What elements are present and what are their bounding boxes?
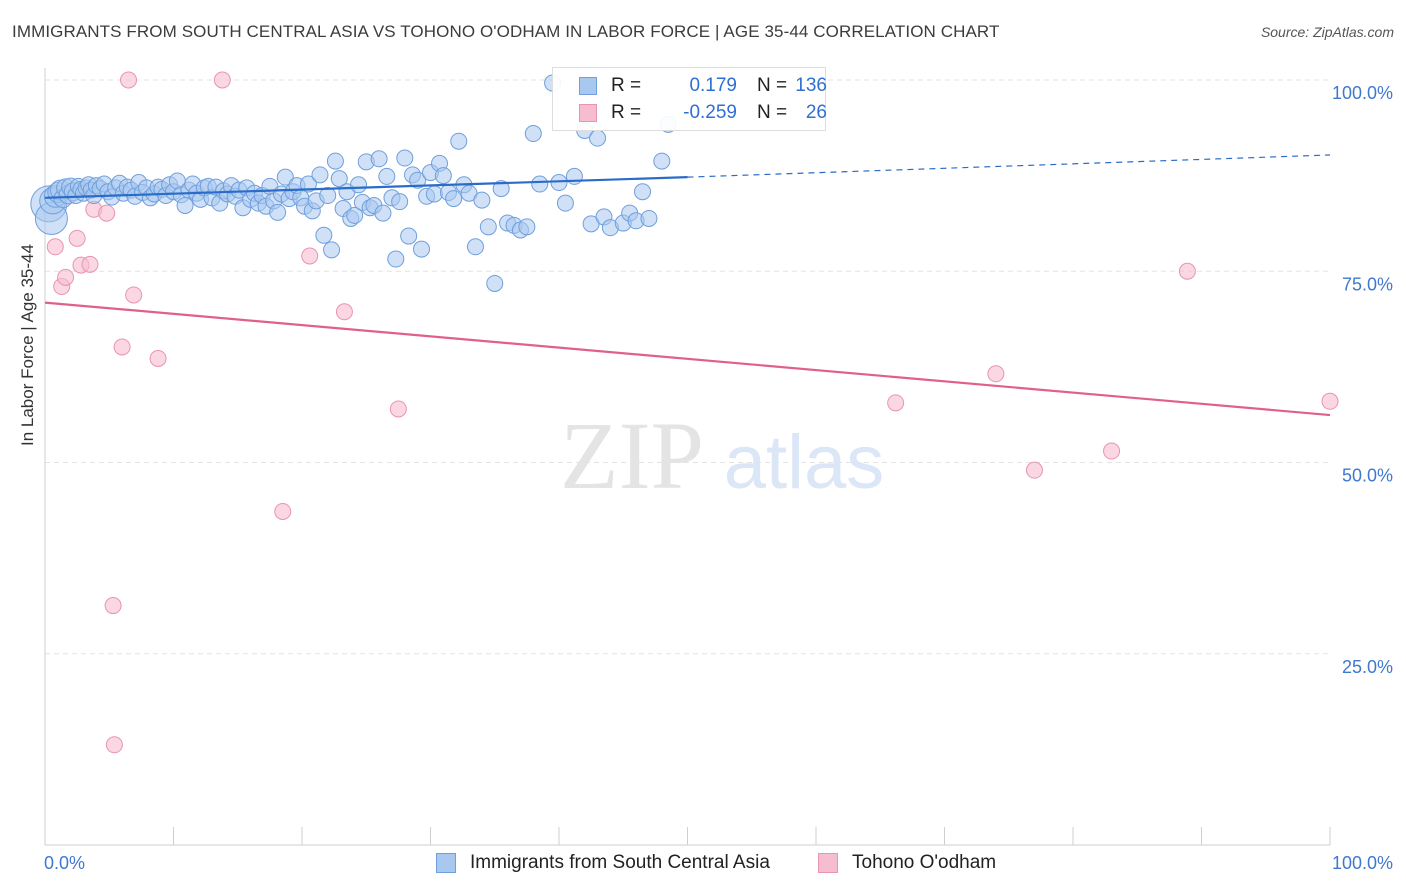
data-point-immigrants (326, 152, 344, 170)
data-point-immigrants (330, 170, 348, 188)
data-point-immigrants (466, 238, 484, 256)
y-axis-label: In Labor Force | Age 35-44 (18, 244, 37, 446)
legend-r-label: R = (611, 75, 642, 96)
grid-lines (45, 79, 1330, 655)
source-credit: Source: ZipAtlas.com (1260, 24, 1394, 40)
data-point-tohono (105, 736, 123, 754)
data-point-immigrants (391, 193, 409, 211)
y-tick-label: 25.0% (1342, 657, 1393, 677)
watermark-zip: ZIP (560, 402, 704, 509)
data-point-tohono (987, 365, 1005, 383)
data-point-immigrants (653, 152, 671, 170)
data-point-immigrants (486, 274, 504, 292)
data-point-immigrants (409, 171, 427, 189)
legend-swatch-pink (579, 104, 597, 122)
data-point-tohono (1321, 392, 1339, 410)
data-point-tohono (81, 255, 99, 273)
data-point-immigrants (176, 196, 194, 214)
data-point-immigrants (374, 204, 392, 222)
trend-line-immigrants-projection (687, 154, 1331, 178)
legend-swatch-blue (436, 853, 456, 873)
watermark-atlas: atlas (724, 420, 885, 505)
legend-n-label: N = (757, 102, 788, 123)
data-point-immigrants (323, 241, 341, 259)
data-point-immigrants (311, 166, 329, 184)
data-point-immigrants (425, 185, 443, 203)
data-point-immigrants (387, 250, 405, 268)
legend-r-value: -0.259 (683, 102, 737, 123)
y-tick-label: 50.0% (1342, 466, 1393, 486)
data-point-immigrants (524, 125, 542, 143)
data-point-tohono (389, 400, 407, 418)
chart-title: IMMIGRANTS FROM SOUTH CENTRAL ASIA VS TO… (12, 22, 1000, 41)
y-tick-label: 100.0% (1332, 83, 1393, 103)
data-point-immigrants (315, 226, 333, 244)
data-point-immigrants (450, 132, 468, 150)
data-point-immigrants (400, 227, 418, 245)
data-point-immigrants (518, 218, 536, 236)
data-point-immigrants (589, 129, 607, 147)
legend-n-label: N = (757, 75, 788, 96)
data-point-immigrants (396, 149, 414, 167)
data-point-tohono (335, 303, 353, 321)
data-point-tohono (113, 338, 131, 356)
data-point-immigrants (473, 191, 491, 209)
data-point-tohono (57, 268, 75, 286)
data-point-tohono (301, 247, 319, 265)
data-point-tohono (120, 71, 138, 89)
data-point-immigrants (492, 180, 510, 198)
data-point-tohono (98, 204, 116, 222)
legend-n-value: 136 (795, 75, 827, 96)
data-point-immigrants (346, 206, 364, 224)
data-point-tohono (125, 286, 143, 304)
x-tick-label: 0.0% (44, 853, 85, 873)
data-point-immigrants (269, 203, 287, 221)
trend-line-tohono (44, 301, 1331, 417)
series-tohono-points (46, 71, 1339, 754)
data-point-immigrants (276, 168, 294, 186)
data-point-immigrants (479, 218, 497, 236)
data-point-tohono (149, 349, 167, 367)
data-point-tohono (1025, 461, 1043, 479)
data-point-tohono (887, 394, 905, 412)
data-point-tohono (274, 502, 292, 520)
legend-r-label: R = (611, 102, 642, 123)
data-point-tohono (213, 71, 231, 89)
data-point-tohono (46, 238, 64, 256)
data-point-tohono (104, 597, 122, 615)
data-point-tohono (68, 229, 86, 247)
data-point-immigrants (319, 187, 337, 205)
data-point-tohono (1103, 442, 1121, 460)
legend-r-value: 0.179 (689, 75, 737, 96)
correlation-legend: R = 0.179 N = 136 R = -0.259 N = 26 (552, 67, 827, 131)
x-tick-label: 100.0% (1332, 853, 1393, 873)
data-point-immigrants (556, 194, 574, 212)
legend-n-value: 26 (805, 102, 827, 123)
data-point-immigrants (434, 167, 452, 185)
data-point-immigrants (634, 183, 652, 201)
tick-labels: 25.0% 50.0% 75.0% 100.0% 0.0% 100.0% (44, 83, 1393, 873)
data-point-immigrants (531, 175, 549, 193)
data-point-immigrants (350, 176, 368, 194)
trend-line-immigrants (44, 176, 688, 199)
y-tick-label: 75.0% (1342, 274, 1393, 294)
data-point-tohono (1178, 262, 1196, 280)
legend-label: Immigrants from South Central Asia (470, 852, 770, 873)
data-point-immigrants (370, 150, 388, 168)
legend-swatch-pink (818, 853, 838, 873)
data-point-immigrants (413, 240, 431, 258)
watermark: ZIP atlas (560, 402, 884, 509)
data-point-immigrants (299, 175, 317, 193)
data-point-immigrants (445, 190, 463, 208)
data-point-immigrants (640, 209, 658, 227)
legend-swatch-blue (579, 77, 597, 95)
trend-lines (44, 154, 1331, 417)
data-point-immigrants (378, 167, 396, 185)
legend-label: Tohono O'odham (852, 852, 997, 873)
